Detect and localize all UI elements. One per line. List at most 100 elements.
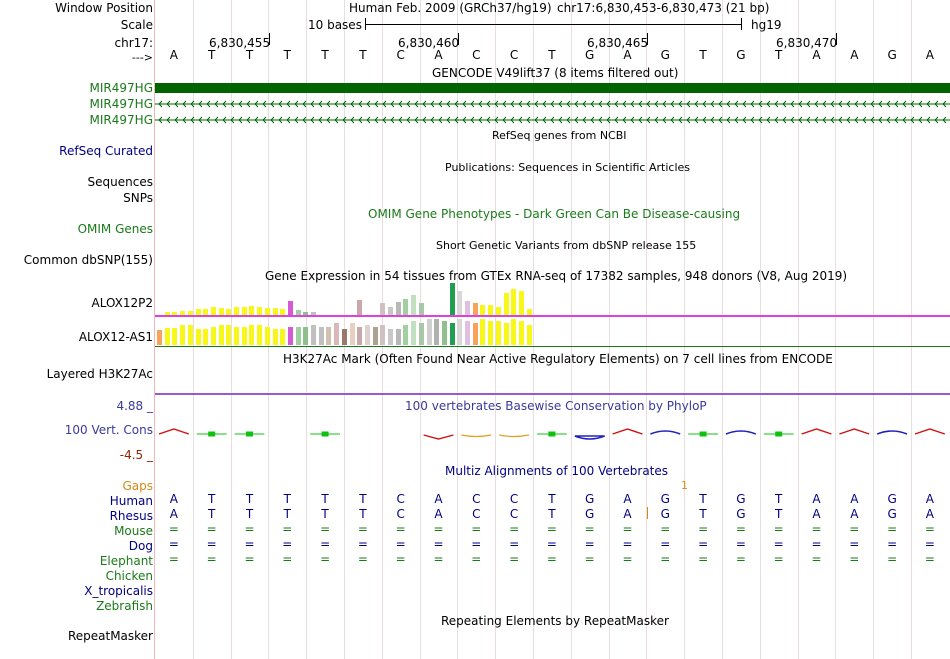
- track-label-omim[interactable]: OMIM Genes: [77, 222, 153, 236]
- gencode-exon-bar[interactable]: [155, 83, 950, 93]
- gtex-tissue-bar[interactable]: [395, 329, 401, 345]
- gtex-tissue-bar[interactable]: [426, 319, 432, 345]
- gtex-tissue-bar[interactable]: [210, 307, 216, 315]
- gtex-tissue-bar[interactable]: [411, 295, 417, 315]
- gtex-tissue-bar[interactable]: [295, 310, 301, 315]
- gtex-tissue-bar[interactable]: [257, 325, 263, 345]
- gtex-tissue-bar[interactable]: [257, 307, 263, 315]
- species-label-elephant[interactable]: Elephant: [99, 554, 153, 568]
- track-label-common-dbsnp[interactable]: Common dbSNP(155): [23, 253, 153, 267]
- gtex-tissue-bar[interactable]: [218, 325, 224, 345]
- gtex-tissue-bar[interactable]: [503, 323, 509, 345]
- gtex-tissue-bar[interactable]: [318, 327, 324, 345]
- gtex-tissue-bar[interactable]: [495, 321, 501, 345]
- gtex-tissue-bar[interactable]: [518, 321, 524, 345]
- gtex-tissue-bar[interactable]: [210, 327, 216, 345]
- gtex-tissue-bar[interactable]: [418, 323, 424, 345]
- h3k27ac-signal-line[interactable]: [155, 393, 950, 395]
- gtex-tissue-bar[interactable]: [303, 312, 309, 315]
- track-label-refseq[interactable]: RefSeq Curated: [59, 144, 153, 158]
- species-label-dog[interactable]: Dog: [128, 539, 153, 553]
- track-label-alox12p2[interactable]: ALOX12P2: [91, 296, 153, 310]
- gtex-tissue-bar[interactable]: [457, 319, 463, 345]
- gtex-tissue-bar[interactable]: [164, 328, 170, 345]
- gtex-tissue-bar[interactable]: [411, 321, 417, 345]
- gtex-tissue-bar[interactable]: [526, 309, 532, 315]
- gtex-tissue-bar[interactable]: [311, 312, 316, 315]
- track-label-gaps[interactable]: Gaps: [122, 479, 153, 493]
- gtex-tissue-bar[interactable]: [472, 303, 478, 315]
- species-label-human[interactable]: Human: [109, 494, 153, 508]
- gtex-tissue-bar[interactable]: [264, 308, 270, 315]
- gtex-tissue-bar[interactable]: [457, 291, 463, 315]
- gtex-tissue-bar[interactable]: [226, 309, 232, 315]
- gtex-tissue-bar[interactable]: [372, 327, 378, 345]
- gtex-tissue-bar[interactable]: [226, 325, 232, 345]
- gtex-tissue-bar[interactable]: [334, 323, 340, 345]
- gtex-tissue-bar[interactable]: [388, 307, 393, 315]
- gtex-tissue-bar[interactable]: [249, 306, 255, 315]
- gtex-tissue-bar[interactable]: [357, 327, 363, 345]
- gtex-tissue-bar[interactable]: [403, 299, 409, 315]
- gtex-tissue-bar[interactable]: [380, 303, 386, 315]
- gtex-tissue-bar[interactable]: [495, 307, 501, 315]
- gtex-tissue-bar[interactable]: [187, 325, 193, 345]
- gtex-tissue-bar[interactable]: [241, 307, 247, 315]
- gtex-tissue-bar[interactable]: [234, 307, 239, 315]
- gtex-tissue-bar[interactable]: [326, 327, 332, 345]
- track-label-snps[interactable]: SNPs: [123, 191, 153, 205]
- gtex-tissue-bar[interactable]: [526, 325, 532, 345]
- gtex-tissue-bar[interactable]: [441, 321, 447, 345]
- species-label-xtropicalis[interactable]: X_tropicalis: [84, 584, 153, 598]
- gtex-tissue-bar[interactable]: [472, 323, 478, 345]
- gtex-tissue-bar[interactable]: [488, 321, 494, 345]
- gtex-tissue-bar[interactable]: [341, 329, 347, 345]
- gtex-tissue-bar[interactable]: [234, 327, 239, 345]
- gtex-tissue-bar[interactable]: [380, 325, 386, 345]
- gtex-tissue-bar[interactable]: [357, 300, 363, 315]
- gtex-tissue-bar[interactable]: [295, 327, 301, 345]
- phylop-conservation-logo[interactable]: [155, 420, 950, 450]
- gtex-tissue-bar[interactable]: [195, 309, 201, 315]
- gtex-tissue-bar[interactable]: [449, 283, 455, 315]
- gtex-tissue-bar[interactable]: [488, 305, 494, 315]
- gtex-tissue-bar[interactable]: [203, 309, 209, 315]
- track-label-repeatmasker[interactable]: RepeatMasker: [67, 629, 153, 643]
- gtex-tissue-bar[interactable]: [303, 327, 309, 345]
- gtex-tissue-bar[interactable]: [249, 325, 255, 345]
- track-label-h3k27ac[interactable]: Layered H3K27Ac: [46, 367, 153, 381]
- species-label-chicken[interactable]: Chicken: [105, 569, 153, 583]
- gtex-tissue-bar[interactable]: [280, 329, 286, 345]
- gtex-tissue-bar[interactable]: [518, 291, 524, 315]
- gtex-tissue-bar[interactable]: [311, 325, 316, 345]
- track-label-gencode-1[interactable]: MIR497HG: [89, 81, 153, 95]
- species-label-rhesus[interactable]: Rhesus: [109, 509, 153, 523]
- gtex-tissue-bar[interactable]: [395, 302, 401, 315]
- track-label-alox12-as1[interactable]: ALOX12-AS1: [78, 330, 153, 344]
- gtex-tissue-bar[interactable]: [465, 301, 470, 315]
- gtex-tissue-bar[interactable]: [287, 327, 293, 345]
- gtex-tissue-bar[interactable]: [511, 319, 517, 345]
- gtex-tissue-bar[interactable]: [218, 308, 224, 315]
- gtex-tissue-bar[interactable]: [157, 330, 162, 345]
- gtex-tissue-bar[interactable]: [449, 323, 455, 345]
- gtex-tissue-bar[interactable]: [180, 325, 186, 345]
- gtex-tissue-bar[interactable]: [465, 321, 470, 345]
- gtex-tissue-bar[interactable]: [280, 309, 286, 315]
- gtex-tissue-bar[interactable]: [272, 308, 278, 315]
- gtex-tissue-bar[interactable]: [272, 329, 278, 345]
- gtex-tissue-bar[interactable]: [164, 312, 170, 315]
- gtex-tissue-bar[interactable]: [388, 329, 393, 345]
- gtex-tissue-bar[interactable]: [187, 311, 193, 315]
- track-label-sequences[interactable]: Sequences: [87, 175, 153, 189]
- gtex-tissue-bar[interactable]: [195, 329, 201, 345]
- gtex-tissue-bar[interactable]: [364, 325, 370, 345]
- gtex-tissue-bar[interactable]: [203, 329, 209, 345]
- gtex-tissue-bar[interactable]: [287, 301, 293, 315]
- gtex-tissue-bar[interactable]: [264, 327, 270, 345]
- species-label-mouse[interactable]: Mouse: [114, 524, 153, 538]
- gtex-tissue-bar[interactable]: [180, 311, 186, 315]
- gtex-tissue-bar[interactable]: [511, 289, 517, 315]
- track-label-gencode-2[interactable]: MIR497HG: [89, 97, 153, 111]
- gtex-tissue-bar[interactable]: [503, 293, 509, 315]
